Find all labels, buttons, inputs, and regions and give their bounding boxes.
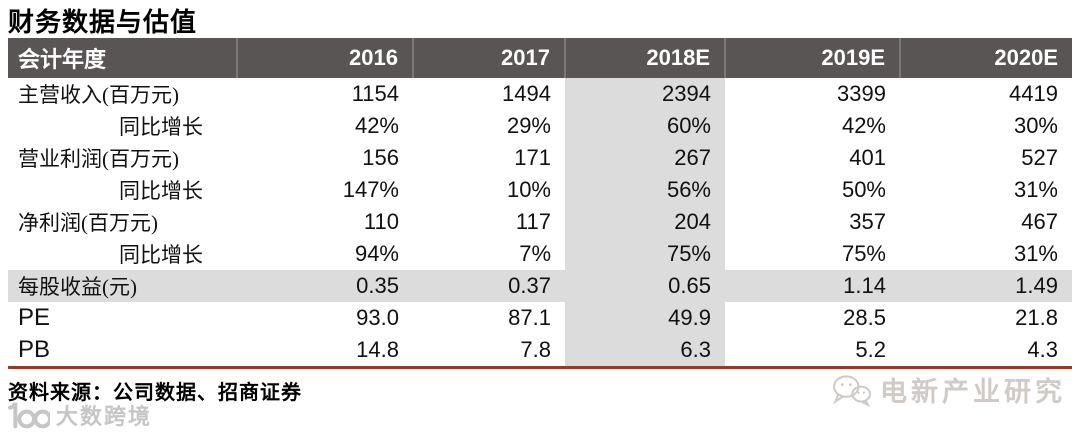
cell-value: 1154 [351,81,399,106]
header-2018e: 2018E [564,38,725,78]
table-row-operating-profit-growth: 同比增长 147% 10% 56% 50% 31% [8,174,1072,206]
cell-value: 401 [849,145,886,170]
row-label: PE [18,304,51,331]
cell-value: 3399 [837,81,886,106]
cell-value: 5.2 [855,337,886,362]
cell-value: 527 [1021,145,1058,170]
table-header: 会计年度 2016 2017 2018E 2019E 2020E [8,38,1072,78]
table-row-eps: 每股收益(元) 0.35 0.37 0.65 1.14 1.49 [8,270,1072,302]
cell-value: 0.37 [413,270,565,302]
cell-value: 156 [362,145,399,170]
table-row-net-profit: 净利润(百万元) 110 117 204 357 467 [8,206,1072,238]
cell-value: 1.14 [725,270,900,302]
cell-value: 0.65 [565,270,725,302]
header-2020e: 2020E [899,38,1072,78]
cell-value: 42% [354,113,399,138]
cell-value: 29% [506,113,551,138]
cell-value: 110 [363,209,399,234]
cell-value: 60% [565,110,725,142]
cell-value: 7.8 [520,337,551,362]
cell-value: 49.9 [565,302,725,334]
header-row: 会计年度 2016 2017 2018E 2019E 2020E [8,38,1072,78]
table-body: 主营收入(百万元) 1154 1494 2394 3399 4419 同比增长 … [8,78,1072,368]
cell-value: 204 [565,206,725,238]
cell-value: 7% [519,241,551,266]
cell-value: 28.5 [843,305,886,330]
cell-value: 1.49 [900,270,1072,302]
row-label: 净利润(百万元) [18,211,158,235]
cell-value: 171 [514,145,551,170]
cell-value: 14.8 [356,337,399,362]
cell-value: 50% [841,177,886,202]
row-label: PB [18,336,51,363]
cell-value: 2394 [565,78,725,110]
watermark-left-label: 大数跨境 [56,404,153,429]
cell-value: 75% [841,241,886,266]
source-note: 资料来源：公司数据、招商证券 [8,382,302,404]
page-title: 财务数据与估值 [8,8,198,37]
table-row-operating-profit: 营业利润(百万元) 156 171 267 401 527 [8,142,1072,174]
cell-value: 357 [849,209,886,234]
cell-value: 75% [565,238,725,270]
cell-value: 1494 [502,81,551,106]
cell-value: 6.3 [565,334,725,368]
cell-value: 56% [565,174,725,206]
header-fiscal-year: 会计年度 [8,38,237,78]
row-label: 每股收益(元) [8,270,237,302]
row-label: 同比增长 [119,179,203,203]
cell-value: 21.8 [1015,305,1058,330]
cell-value: 31% [1013,241,1058,266]
watermark-bottom-right: 电新产业研究 [830,370,1066,409]
table-row-revenue: 主营收入(百万元) 1154 1494 2394 3399 4419 [8,78,1072,110]
cell-value: 4419 [1009,81,1058,106]
cell-value: 267 [565,142,725,174]
cell-value: 94% [354,241,399,266]
row-label: 主营收入(百万元) [18,83,179,107]
cell-value: 93.0 [356,305,399,330]
cell-value: 4.3 [1027,337,1058,362]
row-label: 营业利润(百万元) [18,147,179,171]
financial-table: 会计年度 2016 2017 2018E 2019E 2020E 主营收入(百万… [8,38,1072,369]
cell-value: 31% [1013,177,1058,202]
watermark-bottom-left: 大数跨境 [6,399,152,431]
header-2016: 2016 [236,38,413,78]
cell-value: 117 [515,209,551,234]
cell-value: 467 [1021,209,1058,234]
watermark-right-label: 电新产业研究 [880,377,1066,407]
cell-value: 30% [1013,113,1058,138]
dashu-100-logo-icon [6,401,50,429]
row-label: 同比增长 [119,115,203,139]
header-2019e: 2019E [724,38,900,78]
cell-value: 147% [342,177,399,202]
table-row-pb: PB 14.8 7.8 6.3 5.2 4.3 [8,334,1072,368]
cell-value: 10% [506,177,551,202]
header-2017: 2017 [412,38,565,78]
cell-value: 87.1 [508,305,551,330]
wechat-bubbles-icon [830,373,872,407]
row-label: 同比增长 [119,243,203,267]
cell-value: 0.35 [237,270,413,302]
table-row-revenue-growth: 同比增长 42% 29% 60% 42% 30% [8,110,1072,142]
table-row-net-profit-growth: 同比增长 94% 7% 75% 75% 31% [8,238,1072,270]
cell-value: 42% [841,113,886,138]
table-row-pe: PE 93.0 87.1 49.9 28.5 21.8 [8,302,1072,334]
